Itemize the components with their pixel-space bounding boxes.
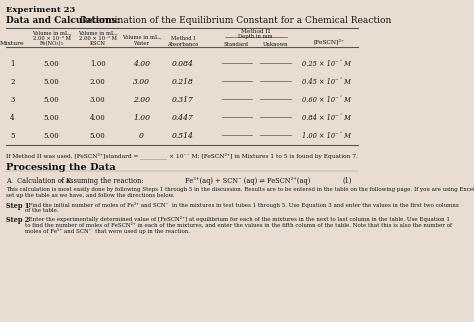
Text: 3.00: 3.00 xyxy=(90,96,106,104)
Text: 0.84 × 10⁻´ M: 0.84 × 10⁻´ M xyxy=(302,114,351,122)
Text: 2.00: 2.00 xyxy=(90,78,106,86)
Text: Find the initial number of moles of Fe³⁺ and SCN⁻  in the mixtures in test tubes: Find the initial number of moles of Fe³⁺… xyxy=(26,202,459,208)
Text: (1): (1) xyxy=(343,177,353,185)
Text: 3: 3 xyxy=(10,96,15,104)
Text: KSCN: KSCN xyxy=(90,41,106,46)
Text: If Method II was used, [FeSCN²⁺]standard = _________ × 10⁻´ M; [FeSCN²⁺] in Mixt: If Method II was used, [FeSCN²⁺]standard… xyxy=(6,152,358,159)
Text: Method I: Method I xyxy=(171,36,195,41)
Text: moles of Fe³⁺ and SCN⁻  that were used up in the reaction.: moles of Fe³⁺ and SCN⁻ that were used up… xyxy=(26,228,191,234)
Text: [FeSCN]²⁺: [FeSCN]²⁺ xyxy=(314,39,345,45)
Text: 4.00: 4.00 xyxy=(133,60,150,68)
Text: Step 2: Step 2 xyxy=(6,216,29,224)
Text: 0: 0 xyxy=(139,132,144,140)
Text: set up the table as we have, and follow the directions below.: set up the table as we have, and follow … xyxy=(6,193,174,198)
Text: Method II: Method II xyxy=(241,29,270,34)
Text: 5.00: 5.00 xyxy=(44,60,59,68)
Text: Experiment 23: Experiment 23 xyxy=(6,6,75,14)
Text: 5: 5 xyxy=(10,132,15,140)
Text: Volume in mL.,: Volume in mL., xyxy=(78,31,118,36)
Text: Water: Water xyxy=(134,41,150,46)
Text: This calculation is most easily done by following Steps 1 through 5 in the discu: This calculation is most easily done by … xyxy=(6,187,474,192)
Text: Depth in mm: Depth in mm xyxy=(238,34,273,39)
Text: 1: 1 xyxy=(10,60,15,68)
Text: 0.25 × 10⁻´ M: 0.25 × 10⁻´ M xyxy=(302,60,351,68)
Text: 5.00: 5.00 xyxy=(44,114,59,122)
Text: A.  Calculation of K: A. Calculation of K xyxy=(6,177,71,185)
Text: 1.00: 1.00 xyxy=(133,114,150,122)
Text: 0.447: 0.447 xyxy=(172,114,194,122)
Text: Volume in mL.,: Volume in mL., xyxy=(122,35,162,40)
Text: Standard: Standard xyxy=(224,42,249,47)
Text: Determination of the Equilibrium Constant for a Chemical Reaction: Determination of the Equilibrium Constan… xyxy=(77,16,392,25)
Text: c: c xyxy=(61,178,64,184)
Text: 0.218: 0.218 xyxy=(172,78,194,86)
Text: Step 1: Step 1 xyxy=(6,202,30,210)
Text: Data and Calculations:: Data and Calculations: xyxy=(6,16,120,25)
Text: 0.60 × 10⁻´ M: 0.60 × 10⁻´ M xyxy=(302,96,351,104)
Text: Mixture: Mixture xyxy=(0,41,25,46)
Text: 3.00: 3.00 xyxy=(133,78,150,86)
Text: 5.00: 5.00 xyxy=(44,132,59,140)
Text: to find the number of moles of FeSCN²⁺ in each of the mixtures, and enter the va: to find the number of moles of FeSCN²⁺ i… xyxy=(26,222,452,227)
Text: Unknown: Unknown xyxy=(263,42,288,47)
Text: 5.00: 5.00 xyxy=(90,132,106,140)
Text: 1.00 × 10⁻´ M: 1.00 × 10⁻´ M xyxy=(302,132,351,140)
Text: Enter the experimentally determined value of [FeSCN²⁺] at equilibrium for each o: Enter the experimentally determined valu… xyxy=(26,216,450,222)
Text: 2.00 × 10⁻³ M: 2.00 × 10⁻³ M xyxy=(79,36,117,41)
Text: 2.00 × 10⁻³ M: 2.00 × 10⁻³ M xyxy=(33,36,71,41)
Text: 2: 2 xyxy=(10,78,15,86)
Text: assuming the reaction:: assuming the reaction: xyxy=(64,177,144,185)
Text: 4.00: 4.00 xyxy=(90,114,106,122)
Text: 0.317: 0.317 xyxy=(172,96,194,104)
Text: Fe³⁺(aq) + SCN⁻ (aq) ⇌ FeSCN²⁺(aq): Fe³⁺(aq) + SCN⁻ (aq) ⇌ FeSCN²⁺(aq) xyxy=(185,177,310,185)
Text: 0.514: 0.514 xyxy=(172,132,194,140)
Text: 0.084: 0.084 xyxy=(172,60,194,68)
Text: Fe(NO₃)₃: Fe(NO₃)₃ xyxy=(40,41,64,46)
Text: 5.00: 5.00 xyxy=(44,96,59,104)
Text: Processing the Data: Processing the Data xyxy=(6,163,116,172)
Text: Absorbance: Absorbance xyxy=(167,42,199,47)
Text: of the table.: of the table. xyxy=(26,208,59,213)
Text: 2.00: 2.00 xyxy=(133,96,150,104)
Text: Volume in mL.,: Volume in mL., xyxy=(32,31,72,36)
Text: 5.00: 5.00 xyxy=(44,78,59,86)
Text: 4: 4 xyxy=(10,114,15,122)
Text: 0.45 × 10⁻´ M: 0.45 × 10⁻´ M xyxy=(302,78,351,86)
Text: 1.00: 1.00 xyxy=(90,60,106,68)
